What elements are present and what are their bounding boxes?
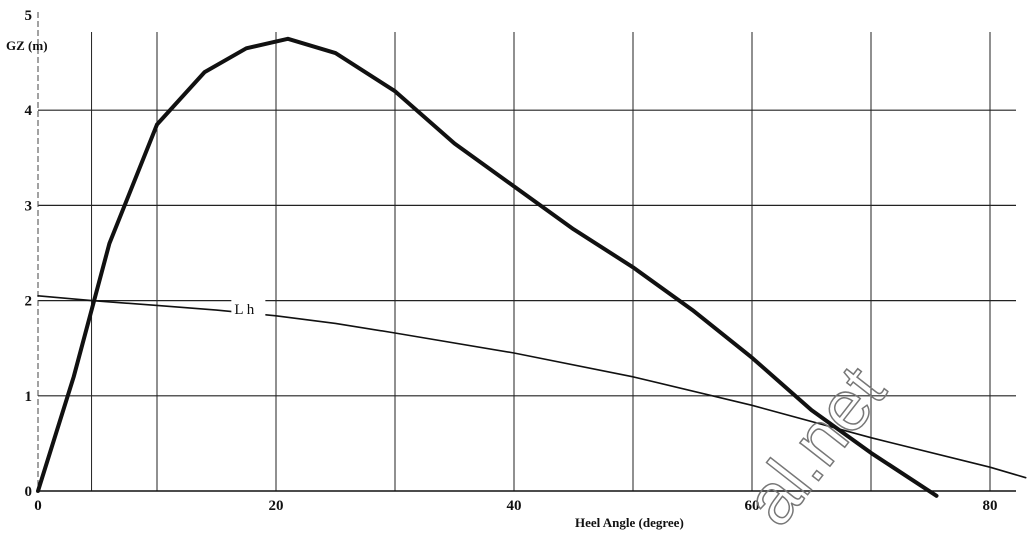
y-tick-label: 0	[25, 484, 33, 500]
x-tick-label: 40	[507, 498, 522, 514]
watermark-text: al.net	[730, 352, 901, 537]
gz-curve-line	[36, 36, 939, 498]
curve-label-lh: L h	[234, 302, 254, 318]
y-tick-label: 4	[25, 103, 33, 119]
tick-labels: 0 20 40 60 80 0 1 2 3 4 5	[25, 8, 998, 514]
x-tick-label: 80	[983, 498, 998, 514]
x-tick-label: 0	[34, 498, 42, 514]
y-tick-label: 2	[25, 294, 33, 310]
axes	[37, 12, 1016, 492]
y-axis-label: GZ (m)	[6, 38, 48, 53]
x-tick-label: 60	[745, 498, 760, 514]
curve-label-bg	[231, 299, 266, 317]
y-tick-label: 1	[25, 389, 33, 405]
x-axis-label: Heel Angle (degree)	[575, 515, 684, 530]
grid-lines	[38, 32, 1016, 491]
y-tick-label: 5	[25, 8, 33, 24]
x-tick-label: 20	[269, 498, 284, 514]
series-group: L h	[36, 36, 1027, 498]
y-tick-label: 3	[25, 198, 33, 214]
heeling-arm-line	[37, 294, 1027, 479]
